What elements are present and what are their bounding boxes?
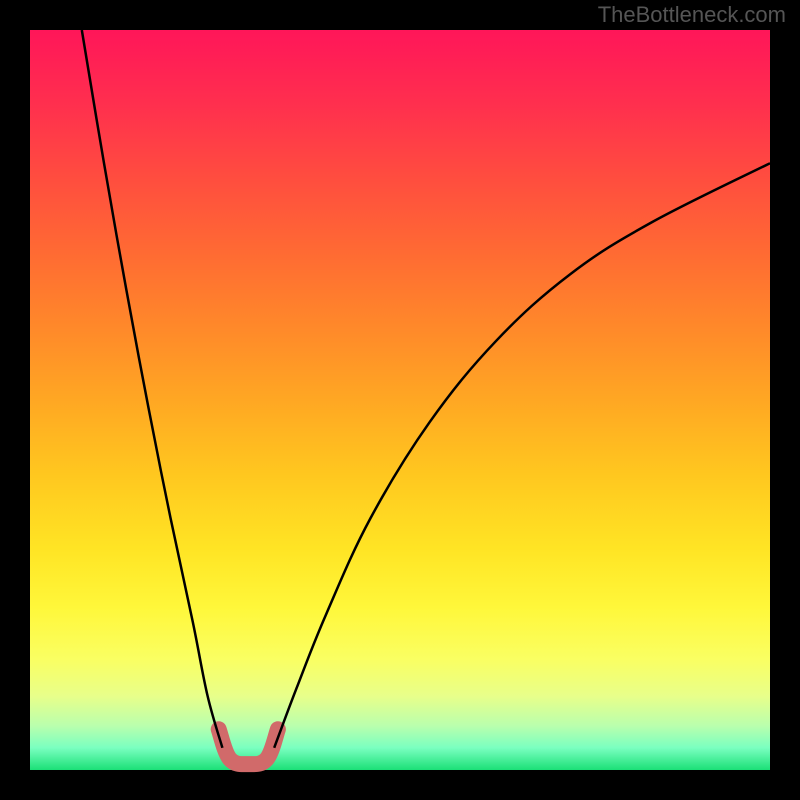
chart-background-gradient [30,30,770,770]
watermark-text: TheBottleneck.com [598,2,786,28]
bottleneck-chart [30,30,770,770]
